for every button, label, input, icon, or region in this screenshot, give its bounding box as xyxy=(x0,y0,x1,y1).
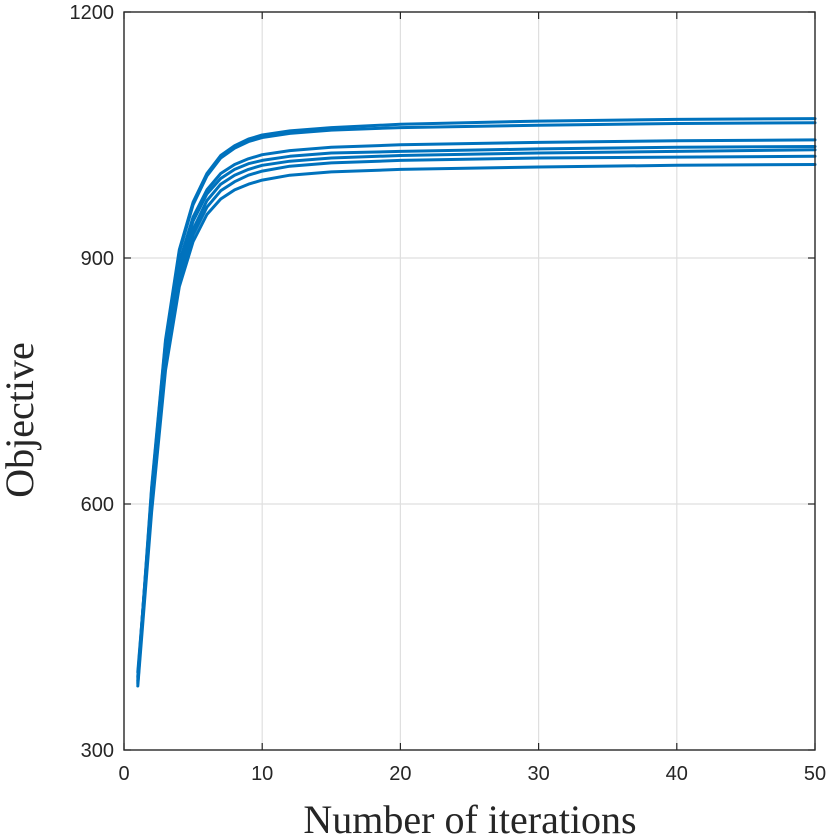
series-line-6 xyxy=(136,154,817,680)
ticks: 0 10 20 30 40 50 300 600 900 1200 xyxy=(70,2,827,785)
y-tick-label: 300 xyxy=(81,740,114,762)
series-line-3 xyxy=(136,138,817,678)
series-line-4 xyxy=(136,145,817,686)
series-group xyxy=(136,117,817,688)
grid xyxy=(124,12,815,750)
axes-box xyxy=(123,11,816,751)
axes xyxy=(123,11,816,751)
series-line-1 xyxy=(136,117,817,682)
x-tick-label: 40 xyxy=(666,763,688,785)
x-tick-label: 20 xyxy=(389,763,411,785)
y-tick-label: 1200 xyxy=(70,2,115,24)
y-axis-title: Objective xyxy=(0,342,42,498)
series-line-5 xyxy=(136,148,817,674)
series-line-7 xyxy=(136,163,817,688)
y-tick-label: 900 xyxy=(81,248,114,270)
y-tick-label: 600 xyxy=(81,494,114,516)
x-tick-label: 30 xyxy=(527,763,549,785)
x-tick-label: 10 xyxy=(251,763,273,785)
x-tick-label: 0 xyxy=(118,763,129,785)
series-line-2 xyxy=(136,121,817,684)
x-axis-title: Number of iterations xyxy=(303,797,636,839)
x-tick-label: 50 xyxy=(804,763,826,785)
